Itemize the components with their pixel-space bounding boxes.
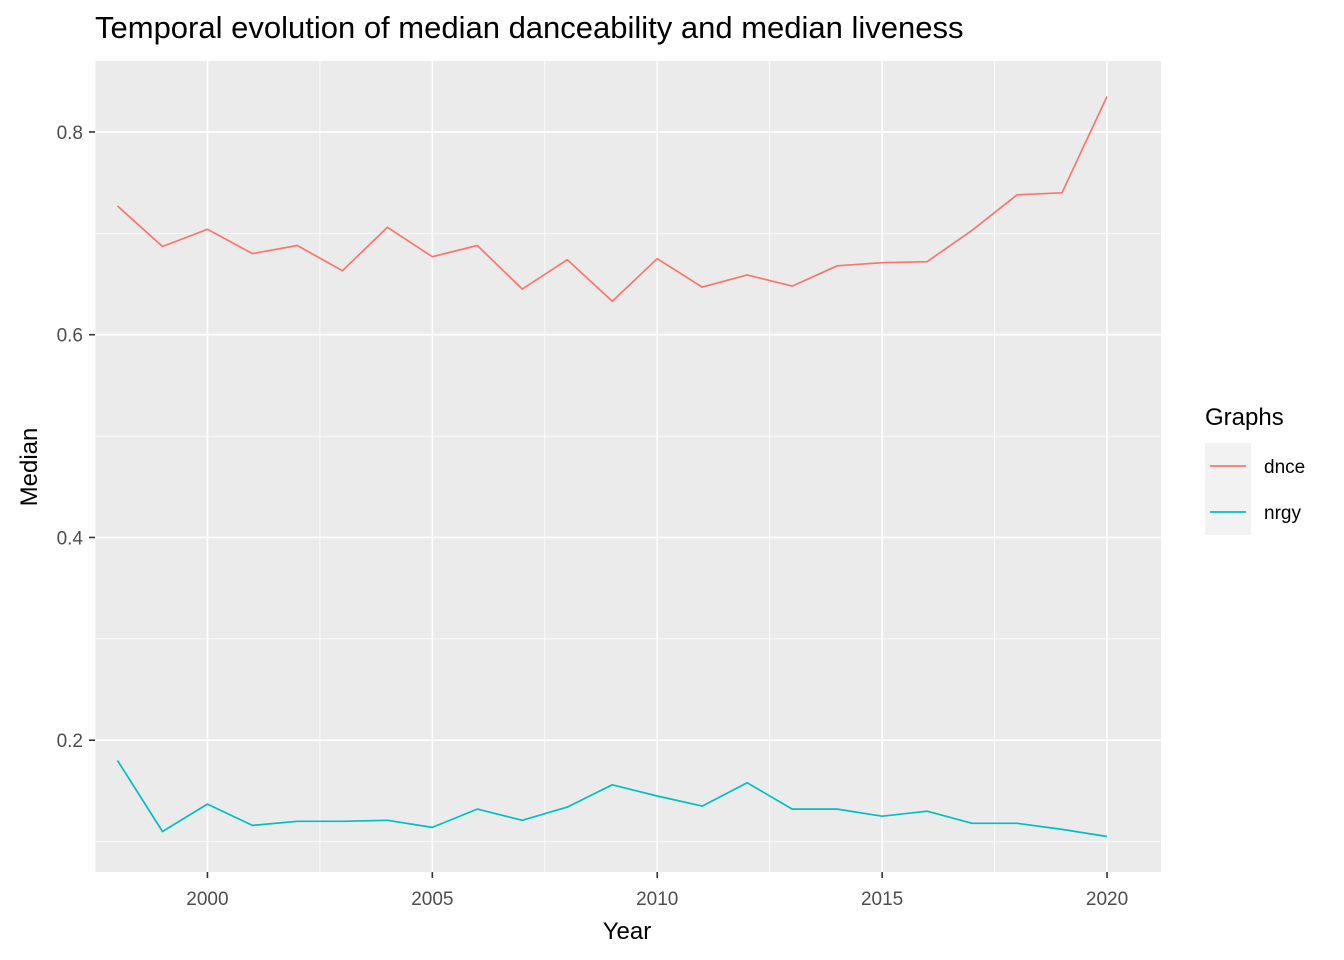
minor-grid [94,61,1161,872]
axis-ticks [89,131,1108,878]
plot-panel [95,61,1161,872]
chart-title: Temporal evolution of median danceabilit… [95,10,964,45]
y-tick-label: 0.2 [57,731,83,752]
major-grid [95,61,1161,872]
x-axis-title: Year [603,918,652,945]
legend-label-dnce: dnce [1264,457,1305,478]
y-tick-label: 0.4 [57,528,84,549]
y-tick-label: 0.8 [57,123,83,144]
y-axis-title: Median [16,428,43,507]
series-line-dnce [116,96,1108,303]
legend-label-nrgy: nrgy [1264,503,1301,524]
series-line-nrgy [116,760,1108,838]
x-tick-label: 2015 [861,889,903,910]
x-tick-label: 2005 [411,889,453,910]
x-tick-label: 2020 [1086,889,1128,910]
tick-labels: 2000 2005 2010 2015 2020 0.2 0.4 0.6 0.8 [57,123,1129,910]
series-lines [116,96,1108,838]
x-tick-label: 2010 [636,889,678,910]
y-tick-label: 0.6 [57,326,83,347]
x-tick-label: 2000 [186,889,228,910]
legend: Graphs dnce nrgy [1205,404,1305,535]
legend-keys-background [1205,443,1251,535]
legend-title: Graphs [1205,404,1284,431]
